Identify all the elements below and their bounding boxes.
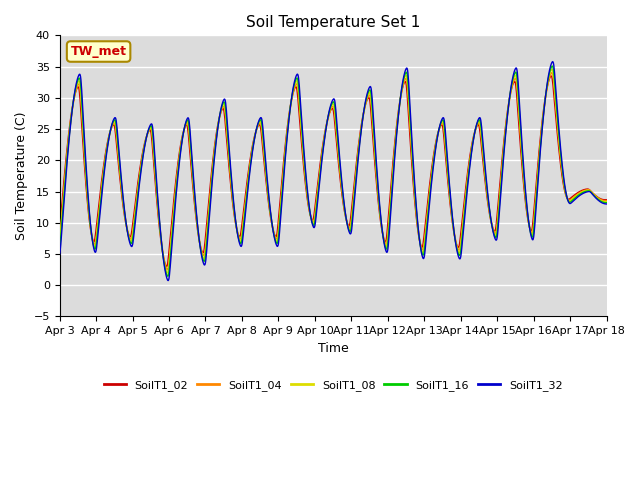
SoilT1_04 [555, 136, 563, 142]
SoilT1_04 [508, 87, 515, 93]
SoilT1_32 [508, 83, 515, 89]
Text: TW_met: TW_met [70, 45, 127, 58]
SoilT1_16 [508, 84, 515, 90]
SoilT1_32 [548, 59, 556, 64]
SoilT1_02 [177, 141, 185, 146]
SoilT1_16 [555, 130, 563, 135]
SoilT1_02 [417, 243, 425, 249]
SoilT1_16 [548, 63, 556, 69]
SoilT1_32 [417, 249, 425, 254]
Title: Soil Temperature Set 1: Soil Temperature Set 1 [246, 15, 420, 30]
SoilT1_04 [417, 244, 425, 250]
Line: SoilT1_16: SoilT1_16 [60, 66, 607, 276]
SoilT1_16 [284, 125, 292, 131]
SoilT1_16 [177, 145, 185, 151]
SoilT1_16 [271, 235, 278, 240]
SoilT1_02 [547, 73, 555, 79]
Line: SoilT1_04: SoilT1_04 [60, 72, 607, 270]
SoilT1_32 [271, 236, 278, 242]
Y-axis label: Soil Temperature (C): Soil Temperature (C) [15, 112, 28, 240]
SoilT1_08 [603, 199, 611, 204]
Line: SoilT1_02: SoilT1_02 [60, 76, 607, 266]
SoilT1_04 [271, 232, 278, 238]
SoilT1_08 [177, 144, 185, 149]
SoilT1_32 [284, 127, 292, 132]
SoilT1_16 [603, 200, 611, 205]
SoilT1_08 [284, 123, 292, 129]
SoilT1_02 [163, 264, 171, 269]
SoilT1_08 [417, 246, 425, 252]
SoilT1_32 [164, 277, 172, 283]
SoilT1_16 [56, 246, 63, 252]
SoilT1_08 [164, 270, 172, 276]
SoilT1_08 [555, 135, 563, 141]
SoilT1_04 [603, 198, 611, 204]
Line: SoilT1_32: SoilT1_32 [60, 61, 607, 280]
Line: SoilT1_08: SoilT1_08 [60, 69, 607, 273]
SoilT1_02 [508, 87, 515, 93]
SoilT1_02 [603, 197, 611, 203]
SoilT1_04 [284, 124, 292, 130]
SoilT1_08 [56, 240, 63, 246]
SoilT1_02 [555, 145, 563, 151]
SoilT1_04 [56, 238, 63, 244]
SoilT1_02 [284, 120, 292, 125]
SoilT1_32 [603, 201, 611, 207]
SoilT1_16 [164, 273, 172, 279]
SoilT1_08 [271, 234, 278, 240]
SoilT1_08 [548, 66, 556, 72]
Legend: SoilT1_02, SoilT1_04, SoilT1_08, SoilT1_16, SoilT1_32: SoilT1_02, SoilT1_04, SoilT1_08, SoilT1_… [99, 375, 567, 395]
SoilT1_32 [177, 147, 185, 153]
SoilT1_04 [548, 70, 556, 75]
SoilT1_04 [164, 267, 172, 273]
SoilT1_08 [508, 85, 515, 91]
X-axis label: Time: Time [317, 342, 349, 355]
SoilT1_04 [177, 144, 185, 150]
SoilT1_02 [56, 228, 63, 233]
SoilT1_32 [555, 124, 563, 130]
SoilT1_16 [417, 247, 425, 253]
SoilT1_32 [56, 251, 63, 257]
SoilT1_02 [271, 232, 278, 238]
